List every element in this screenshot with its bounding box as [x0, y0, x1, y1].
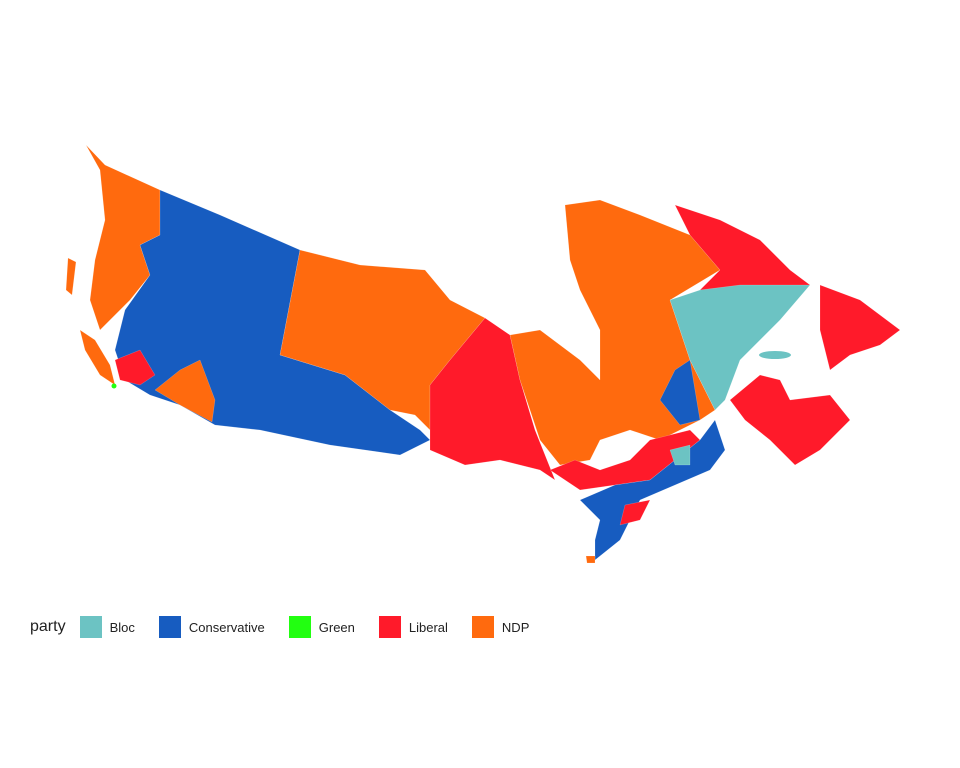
region-southern-bc-interior: [154, 359, 216, 423]
region-windsor: [585, 555, 596, 564]
legend-label: Green: [318, 619, 355, 635]
legend-swatch: [471, 616, 494, 638]
legend-swatch: [378, 616, 401, 638]
legend-label: Liberal: [408, 619, 448, 635]
legend-item-liberal: Liberal: [378, 616, 462, 638]
legend-swatch: [158, 616, 181, 638]
legend: party Bloc Conservative Green Liberal ND…: [30, 616, 553, 638]
region-maritimes: [729, 374, 851, 466]
region-anticosti: [759, 351, 791, 359]
legend-title: party: [30, 618, 66, 635]
region-vancouver-island: [79, 329, 116, 386]
legend-item-bloc: Bloc: [79, 616, 149, 638]
region-toronto: [619, 499, 651, 526]
legend-label: Conservative: [188, 619, 265, 635]
region-montreal: [669, 444, 691, 466]
region-southern-ontario-quebec: [549, 429, 701, 491]
region-saguenay: [659, 359, 701, 426]
legend-label: Bloc: [109, 619, 135, 635]
region-saanich-gulf-islands: [111, 383, 117, 389]
legend-item-ndp: NDP: [471, 616, 543, 638]
region-vancouver: [114, 349, 156, 386]
legend-item-green: Green: [288, 616, 369, 638]
legend-swatch: [79, 616, 102, 638]
region-quebec-north: [669, 284, 811, 411]
legend-item-conservative: Conservative: [158, 616, 279, 638]
legend-swatch: [288, 616, 311, 638]
region-haida-gwaii: [65, 257, 77, 296]
legend-label: NDP: [501, 619, 530, 635]
region-labrador-newfoundland: [819, 284, 901, 371]
